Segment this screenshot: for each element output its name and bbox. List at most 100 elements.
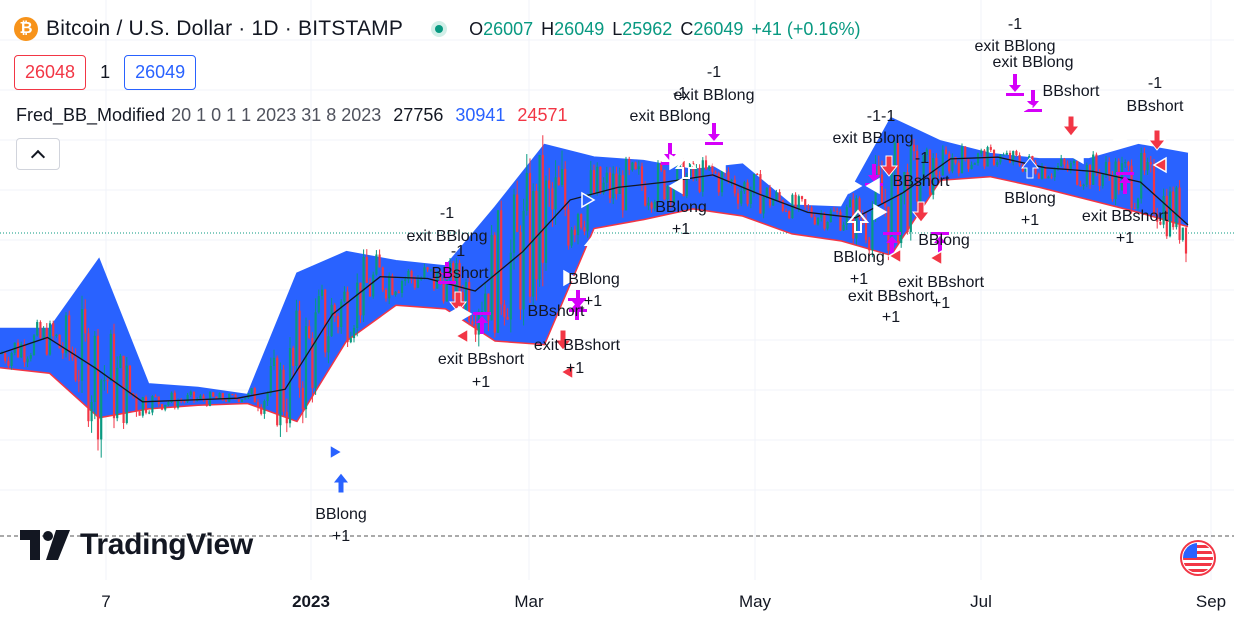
signal-qty: +1 <box>566 360 584 377</box>
ohlc-values: O 26007 H 26049 L 25962 C 26049 +41 (+0.… <box>469 19 860 40</box>
candle-body <box>989 147 992 150</box>
candle-body <box>800 196 804 200</box>
signal-triangle-icon <box>559 363 574 381</box>
signal-label: exit BBshort <box>1082 208 1169 225</box>
candle-body <box>1136 198 1140 209</box>
candle-body <box>285 411 288 424</box>
candle-body <box>628 158 631 171</box>
us-flag-icon[interactable] <box>1178 540 1218 576</box>
candle-body <box>1018 155 1021 166</box>
candle-body <box>1140 152 1143 199</box>
signal-arrow-down-icon <box>1147 129 1167 151</box>
market-open-icon[interactable] <box>431 21 448 37</box>
candle-body <box>58 334 61 349</box>
signal-qty: -1 <box>915 150 929 167</box>
signal-labels: BBlong +1 -1 exit BBlong -1 BBshort exit… <box>315 16 1184 545</box>
candle-body <box>298 310 301 388</box>
candle-body <box>733 179 736 194</box>
close-label: C <box>680 18 694 39</box>
indicator-name[interactable]: Fred_BB_Modified <box>16 105 166 125</box>
candle-body <box>1143 152 1146 171</box>
candle-body <box>692 163 695 178</box>
signal-triangle-icon <box>458 305 473 323</box>
signal-label: exit BBlong <box>674 87 755 104</box>
indicator-lower-value: 24571 <box>517 105 568 125</box>
candle-body <box>778 192 781 201</box>
candle-body <box>1184 227 1188 254</box>
candle-body <box>1005 152 1008 155</box>
symbol-title[interactable]: Bitcoin / U.S. Dollar · 1D · BITSTAMP <box>46 17 404 40</box>
candle-body <box>1159 221 1162 225</box>
candle-body <box>426 267 429 270</box>
candle-body <box>311 337 314 389</box>
signal-label: BBshort <box>893 173 950 190</box>
candle-body <box>480 311 484 313</box>
candle-body <box>116 367 119 419</box>
candle-body <box>1040 166 1044 179</box>
candle-body <box>612 173 615 199</box>
signal-qty: -1 <box>440 205 454 222</box>
signal-label: exit BBshort <box>848 288 935 305</box>
candle-body <box>1008 152 1012 163</box>
signal-label: exit BBlong <box>993 54 1074 71</box>
close-value: 26049 <box>693 18 744 39</box>
sell-price-button[interactable]: 26048 <box>14 55 87 90</box>
candle-body <box>820 213 823 218</box>
candle-body <box>983 150 986 167</box>
candle-body <box>144 397 148 413</box>
candle-body <box>157 396 160 405</box>
buy-price-button[interactable]: 26049 <box>124 55 197 90</box>
candle-body <box>832 210 836 212</box>
candle-body <box>464 282 468 310</box>
candle-body <box>1127 162 1130 166</box>
candle-body <box>1117 161 1120 191</box>
signal-label: BBshort <box>1043 83 1100 100</box>
time-axis[interactable]: 7 2023 Mar May Jul Sep <box>101 592 1226 611</box>
x-tick-label: Sep <box>1196 592 1226 611</box>
candle-body <box>192 391 196 401</box>
candle-body <box>170 392 173 402</box>
candle-body <box>474 324 477 335</box>
candle-body <box>532 190 535 297</box>
candle-body <box>663 170 666 200</box>
candle-body <box>468 282 471 322</box>
candle-body <box>951 157 954 172</box>
candle-body <box>637 166 640 169</box>
exit-marker-icon <box>1006 74 1024 96</box>
candle-body <box>752 173 756 192</box>
candle-body <box>263 401 266 414</box>
candle-body <box>80 309 84 381</box>
signal-triangle-icon <box>887 247 902 265</box>
candle-body <box>1175 187 1178 228</box>
candle-body <box>288 347 292 424</box>
candle-body <box>55 334 58 337</box>
candle-body <box>29 355 32 359</box>
signal-label: exit BBlong <box>630 108 711 125</box>
collapse-legend-button[interactable] <box>16 138 60 170</box>
candle-body <box>1015 151 1018 156</box>
candle-body <box>967 159 970 169</box>
candle-body <box>964 146 967 160</box>
signal-label: BBlong <box>655 199 707 216</box>
candle-body <box>324 289 327 353</box>
signal-qty: -1 <box>1148 75 1162 92</box>
candle-body <box>378 254 381 268</box>
candle-body <box>765 187 768 197</box>
candle-body <box>650 202 653 209</box>
candle-body <box>1088 164 1092 185</box>
candle-body <box>1120 163 1124 191</box>
signal-triangle-icon <box>581 191 596 209</box>
indicator-legend[interactable]: Fred_BB_Modified 20 1 0 1 1 2023 31 8 20… <box>16 105 567 126</box>
symbol-header: ₿ Bitcoin / U.S. Dollar · 1D · BITSTAMP … <box>14 14 860 44</box>
tradingview-logo[interactable]: TradingView <box>20 528 253 562</box>
low-value: 25962 <box>622 18 673 39</box>
candle-body <box>740 191 743 204</box>
candle-body <box>404 279 407 282</box>
candle-body <box>954 157 957 163</box>
candle-body <box>743 182 746 192</box>
candle-body <box>279 369 282 426</box>
signal-markers <box>329 74 1167 494</box>
signal-triangle-icon <box>1019 97 1034 115</box>
candle-body <box>1168 191 1172 237</box>
